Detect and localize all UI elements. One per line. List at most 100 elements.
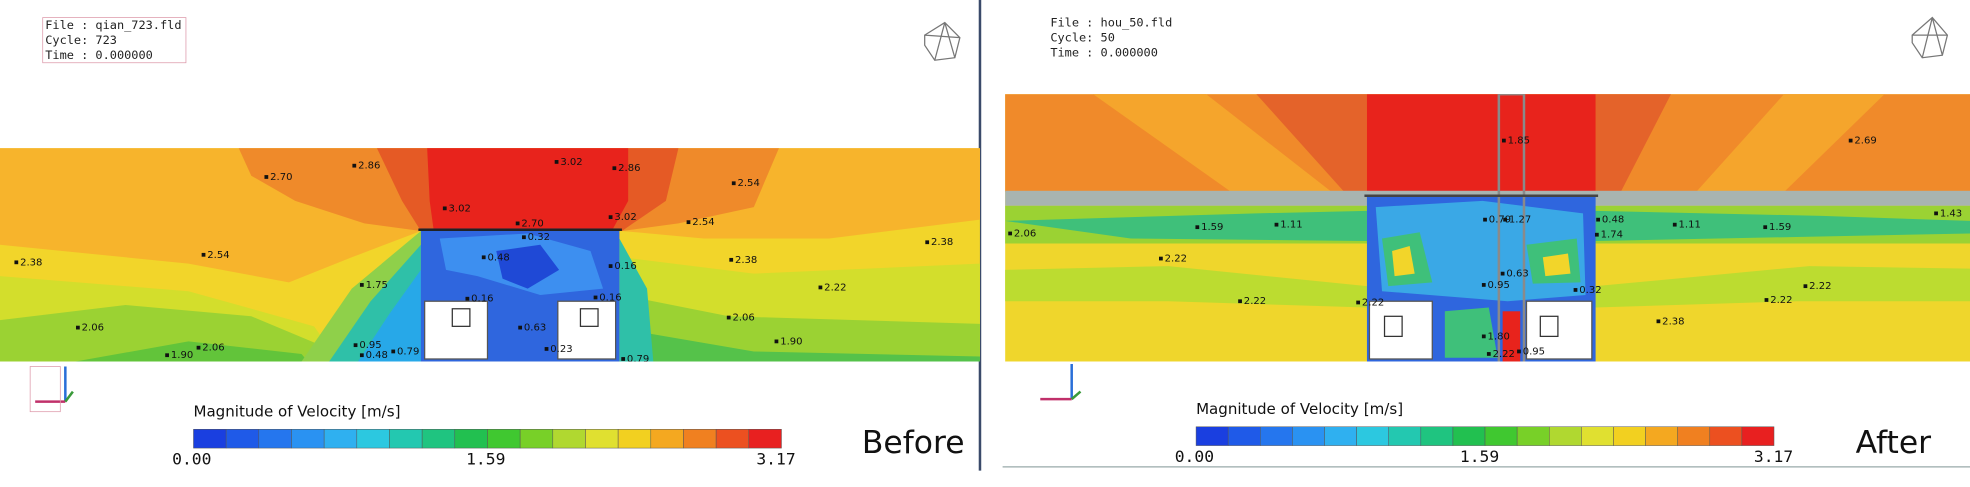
colorbar-segment: [1484, 426, 1518, 446]
probe-dot: [391, 349, 396, 354]
colorbar-segment: [1260, 426, 1293, 446]
probe-value: 1.59: [1201, 222, 1223, 233]
caption: Before: [862, 425, 965, 461]
axis-triad: [29, 363, 1082, 413]
probe-value: 2.70: [270, 172, 292, 183]
probe-value: 1.90: [780, 336, 802, 347]
probe-value: 2.69: [1854, 136, 1876, 147]
colorbar-segment: [1388, 426, 1422, 446]
colorbar-segment: [683, 429, 717, 449]
probe-value: 0.23: [550, 344, 572, 355]
probe-value: 1.85: [1508, 136, 1530, 147]
probe-value: 2.22: [1362, 297, 1384, 308]
colorbar-segment: [748, 429, 782, 449]
colorbar-tick-label: 0.00: [172, 449, 211, 468]
colorbar-segment: [1227, 426, 1261, 446]
colorbar-tick-label: 3.17: [756, 449, 795, 468]
probe-value: 0.48: [366, 350, 388, 361]
probe-dot: [1934, 211, 1938, 216]
probe-dot: [1008, 231, 1013, 236]
probe-value: 3.02: [614, 212, 636, 223]
probe-value: 2.38: [20, 257, 42, 268]
probe-dot: [465, 296, 470, 301]
colorbar-segment: [1516, 426, 1550, 446]
probe-dot: [359, 283, 364, 287]
probe-value: 2.38: [1662, 316, 1684, 327]
probe-value: 1.11: [1679, 220, 1701, 231]
probe-value: 2.22: [1809, 281, 1831, 292]
colorbar-segment: [552, 429, 586, 449]
info-box: [42, 17, 187, 64]
probe-value: 2.22: [1244, 296, 1266, 307]
colorbar-segment: [1709, 426, 1743, 446]
probe-value: 0.79: [1489, 215, 1511, 226]
probe-value: 0.79: [397, 346, 419, 357]
probe-dot: [612, 166, 617, 171]
probe-dot: [1195, 225, 1200, 230]
probe-value: 3.02: [560, 157, 582, 168]
probe-value: 1.80: [1488, 331, 1510, 342]
colorbar-tick-label: 1.59: [466, 449, 505, 468]
probe-dot: [196, 345, 201, 350]
colorbar-segment: [291, 429, 325, 449]
probe-dot: [1517, 349, 1521, 354]
field-region: [0, 305, 330, 362]
colorbar-segment: [1549, 426, 1582, 446]
probe-value: 2.06: [1014, 228, 1036, 239]
colorbar-segment: [258, 429, 292, 449]
probe-dot: [165, 353, 169, 358]
colorbar-segment: [225, 429, 260, 449]
colorbar-segment: [1195, 426, 1229, 446]
probe-value: 2.38: [735, 255, 757, 266]
field-region: [621, 328, 980, 362]
probe-dot: [1238, 299, 1242, 304]
field-region: [1005, 210, 1367, 241]
field-region: [1595, 266, 1970, 308]
probe-dot: [353, 343, 358, 348]
field-region: [1093, 94, 1332, 193]
colorbar-segment: [356, 429, 390, 449]
probe-dot: [1501, 138, 1506, 143]
probe-value: 1.59: [1769, 222, 1791, 233]
probe-dot: [608, 215, 613, 220]
probe-dot: [925, 240, 930, 245]
field-region: [1542, 253, 1571, 277]
colorbar-segment: [650, 429, 684, 449]
window: [1383, 315, 1403, 338]
probe-dot: [1596, 217, 1600, 222]
probe-value: 0.16: [599, 292, 621, 303]
colorbar-segment: [1292, 426, 1325, 446]
field-region: [358, 269, 421, 362]
colorbar-segment: [1356, 426, 1389, 446]
field-region: [1595, 94, 1671, 193]
chimney: [1497, 94, 1526, 362]
field-region: [1595, 210, 1970, 241]
probe-value: 2.54: [207, 250, 229, 261]
probe-value: 3.02: [449, 203, 471, 214]
field-region: [1392, 246, 1415, 277]
probe-value: 2.06: [202, 343, 224, 354]
probe-dot: [731, 181, 736, 186]
field-region: [1444, 307, 1498, 358]
probe-dot: [621, 357, 626, 361]
probe-dot: [1481, 283, 1486, 287]
probe-dot: [593, 295, 598, 300]
probe-value: 0.95: [1523, 346, 1545, 357]
probe-value: 2.06: [732, 313, 754, 324]
colorbar-title: Magnitude of Velocity [m/s]: [1196, 400, 1403, 418]
colorbar-segment: [1645, 426, 1678, 446]
probe-dot: [518, 325, 523, 330]
view-cube: [924, 16, 1949, 61]
colorbar-segment: [1324, 426, 1357, 446]
probe-dot: [442, 206, 447, 211]
probe-value: 0.16: [614, 261, 636, 272]
field-region: [75, 341, 308, 362]
colorbar-tick-label: 1.59: [1460, 447, 1499, 466]
probe-value: 2.86: [618, 163, 640, 174]
probe-value: 0.95: [359, 340, 381, 351]
field-region: [619, 238, 654, 362]
window: [451, 308, 471, 327]
probe-dot: [1159, 256, 1163, 261]
colorbar-segment: [1581, 426, 1614, 446]
